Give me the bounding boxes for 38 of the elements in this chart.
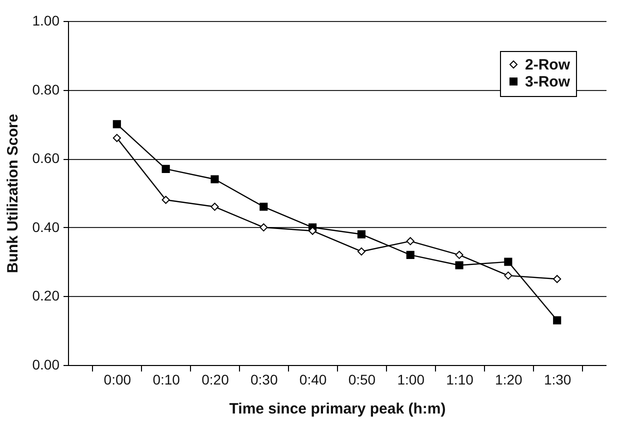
- y-tick-label: 0.40: [32, 218, 60, 235]
- point: [406, 237, 414, 246]
- point: [455, 250, 464, 259]
- x-tick-label: 1:20: [495, 372, 523, 388]
- point: [504, 272, 512, 280]
- point: [260, 223, 268, 232]
- point: [162, 164, 170, 173]
- x-tick-label: 0:00: [104, 372, 132, 388]
- y-tick-label: 1.00: [32, 12, 60, 28]
- x-tick-label: 0:50: [348, 372, 376, 388]
- x-tick-label: 0:20: [202, 372, 230, 388]
- y-tick-label: 0.60: [32, 150, 60, 166]
- x-tick-label: 0:40: [299, 372, 327, 388]
- point: [553, 316, 562, 324]
- x-tick-label: 1:10: [446, 372, 474, 388]
- point: [112, 120, 121, 128]
- point: [210, 175, 219, 184]
- x-tick-label: 1:30: [544, 372, 572, 388]
- y-tick-label: 0.00: [32, 356, 60, 372]
- point: [455, 261, 464, 270]
- x-tick-label: 0:10: [152, 372, 180, 388]
- point: [112, 134, 121, 142]
- point: [210, 202, 219, 211]
- point: [357, 247, 366, 256]
- x-tick-label: 1:00: [397, 372, 425, 388]
- legend-label: 2-Row: [525, 56, 570, 74]
- point: [504, 258, 512, 266]
- point: [162, 196, 170, 204]
- point: [553, 274, 562, 284]
- point: [406, 250, 414, 259]
- y-tick-label: 0.20: [32, 288, 60, 304]
- y-tick-label: 0.80: [32, 81, 60, 98]
- legend-label: 3-Row: [525, 74, 570, 90]
- x-tick-label: 0:30: [250, 372, 278, 388]
- x-axis-title: Time since primary peak (h:m): [229, 400, 446, 418]
- y-axis-title: Bunk Utilization Score: [4, 114, 22, 274]
- point: [357, 230, 366, 238]
- point: [260, 202, 268, 211]
